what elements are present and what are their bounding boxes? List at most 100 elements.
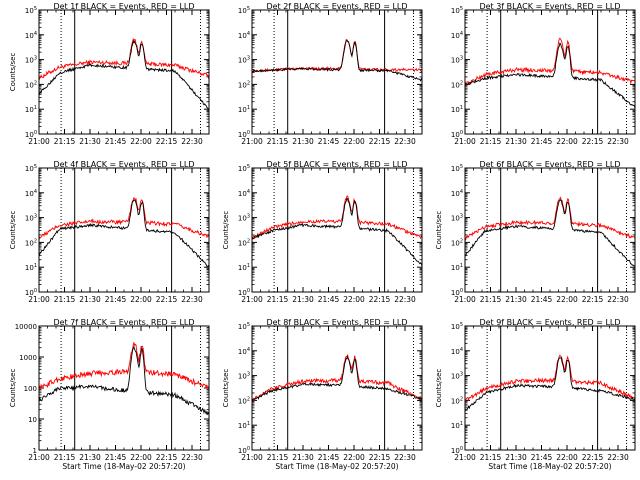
y-tick-label: 105 <box>451 6 463 15</box>
events-series-line <box>252 40 422 82</box>
y-tick-label: 102 <box>25 80 37 89</box>
chart-panel: Det 7f BLACK = Events, RED = LLD 1 10 100 10… <box>9 318 210 471</box>
x-tick-label: 21:30 <box>292 137 314 146</box>
x-tick-label: 21:30 <box>79 453 101 462</box>
y-tick-label: 103 <box>451 56 463 65</box>
y-axis-label: Counts/sec <box>222 211 230 250</box>
y-tick-label: 104 <box>451 347 463 356</box>
y-tick-label: 101 <box>451 263 463 272</box>
plot-frame <box>251 9 423 135</box>
events-series-line <box>252 197 422 267</box>
y-tick-label: 105 <box>451 322 463 331</box>
lld-series-line <box>465 196 635 241</box>
chart-title: Det 1f BLACK = Events, RED = LLD <box>53 2 194 11</box>
chart-title: Det 4f BLACK = Events, RED = LLD <box>53 160 194 169</box>
y-tick-label: 103 <box>25 214 37 223</box>
plot-frame <box>464 325 636 451</box>
x-tick-label: 22:00 <box>343 137 365 146</box>
y-axis-label: Counts/sec <box>9 369 17 408</box>
chart-title: Det 2f BLACK = Events, RED = LLD <box>266 2 407 11</box>
y-tick-label: 103 <box>238 214 250 223</box>
events-series-line <box>252 355 422 402</box>
y-tick-label: 101 <box>451 421 463 430</box>
x-tick-label: 21:15 <box>267 137 289 146</box>
y-tick-label: 102 <box>451 238 463 247</box>
y-axis-label: Counts/sec <box>435 211 443 250</box>
y-tick-label: 105 <box>238 6 250 15</box>
events-series-line <box>39 40 209 111</box>
chart-title: Det 5f BLACK = Events, RED = LLD <box>266 160 407 169</box>
y-tick-label: 102 <box>238 80 250 89</box>
x-tick-label: 22:15 <box>369 295 391 304</box>
events-series-line <box>465 357 635 412</box>
x-tick-label: 22:30 <box>181 295 203 304</box>
chart-panel: Det 8f BLACK = Events, RED = LLD 100 101 10… <box>222 318 423 471</box>
chart-panel: Det 9f BLACK = Events, RED = LLD 100 101 10… <box>435 318 636 471</box>
x-tick-label: 21:45 <box>318 295 340 304</box>
plot-frame <box>38 167 210 293</box>
x-tick-label: 21:45 <box>105 295 127 304</box>
lld-series-line <box>465 37 635 87</box>
y-tick-label: 10000 <box>15 323 37 331</box>
y-tick-label: 103 <box>25 56 37 65</box>
lld-series-line <box>465 354 635 403</box>
plot-frame <box>464 167 636 293</box>
lld-series-line <box>39 342 209 391</box>
y-tick-label: 103 <box>451 214 463 223</box>
plot-frame <box>251 167 423 293</box>
x-tick-label: 22:00 <box>556 137 578 146</box>
lld-series-line <box>252 354 422 403</box>
events-series-line <box>39 345 209 416</box>
y-tick-label: 104 <box>238 189 250 198</box>
x-tick-label: 21:45 <box>531 137 553 146</box>
y-tick-label: 101 <box>25 263 37 272</box>
x-tick-label: 22:15 <box>156 295 178 304</box>
x-tick-label: 21:30 <box>505 295 527 304</box>
y-tick-label: 100 <box>25 288 37 297</box>
y-tick-label: 102 <box>451 80 463 89</box>
x-tick-label: 21:00 <box>241 453 263 462</box>
plot-frame <box>251 325 423 451</box>
y-tick-label: 100 <box>238 130 250 139</box>
y-tick-label: 100 <box>238 446 250 455</box>
x-tick-label: 21:15 <box>54 137 76 146</box>
chart-panel: Det 1f BLACK = Events, RED = LLD 100 101 10… <box>9 2 210 146</box>
y-tick-label: 104 <box>451 189 463 198</box>
y-tick-label: 104 <box>238 31 250 40</box>
x-tick-label: 21:30 <box>79 295 101 304</box>
x-tick-label: 22:30 <box>607 453 629 462</box>
y-tick-label: 102 <box>238 238 250 247</box>
y-tick-label: 101 <box>238 263 250 272</box>
x-tick-label: 22:30 <box>607 137 629 146</box>
x-tick-label: 21:00 <box>454 137 476 146</box>
x-tick-label: 21:45 <box>531 453 553 462</box>
events-series-line <box>39 199 209 268</box>
x-tick-label: 21:30 <box>292 295 314 304</box>
x-axis-label: Start Time (18-May-02 20:57:20) <box>62 462 185 471</box>
y-tick-label: 105 <box>451 164 463 173</box>
x-tick-label: 22:30 <box>394 453 416 462</box>
y-tick-label: 103 <box>238 372 250 381</box>
plot-frame <box>38 9 210 135</box>
plot-frame <box>464 9 636 135</box>
y-tick-label: 100 <box>451 130 463 139</box>
y-tick-label: 102 <box>25 238 37 247</box>
x-tick-label: 22:30 <box>181 137 203 146</box>
chart-panel: Det 2f BLACK = Events, RED = LLD 100 101 10… <box>238 2 423 146</box>
x-tick-label: 22:15 <box>156 453 178 462</box>
y-tick-label: 100 <box>25 130 37 139</box>
x-tick-label: 21:15 <box>480 453 502 462</box>
chart-panel: Det 6f BLACK = Events, RED = LLD 100 101 10… <box>435 160 636 304</box>
y-tick-label: 105 <box>25 6 37 15</box>
x-tick-label: 21:00 <box>28 453 50 462</box>
y-tick-label: 103 <box>238 56 250 65</box>
x-tick-label: 21:15 <box>54 295 76 304</box>
x-tick-label: 21:45 <box>318 453 340 462</box>
y-axis-label: Counts/sec <box>9 53 17 92</box>
x-tick-label: 22:30 <box>394 295 416 304</box>
x-tick-label: 21:30 <box>292 453 314 462</box>
x-tick-label: 21:15 <box>54 453 76 462</box>
x-tick-label: 22:15 <box>582 137 604 146</box>
x-tick-label: 22:00 <box>343 295 365 304</box>
